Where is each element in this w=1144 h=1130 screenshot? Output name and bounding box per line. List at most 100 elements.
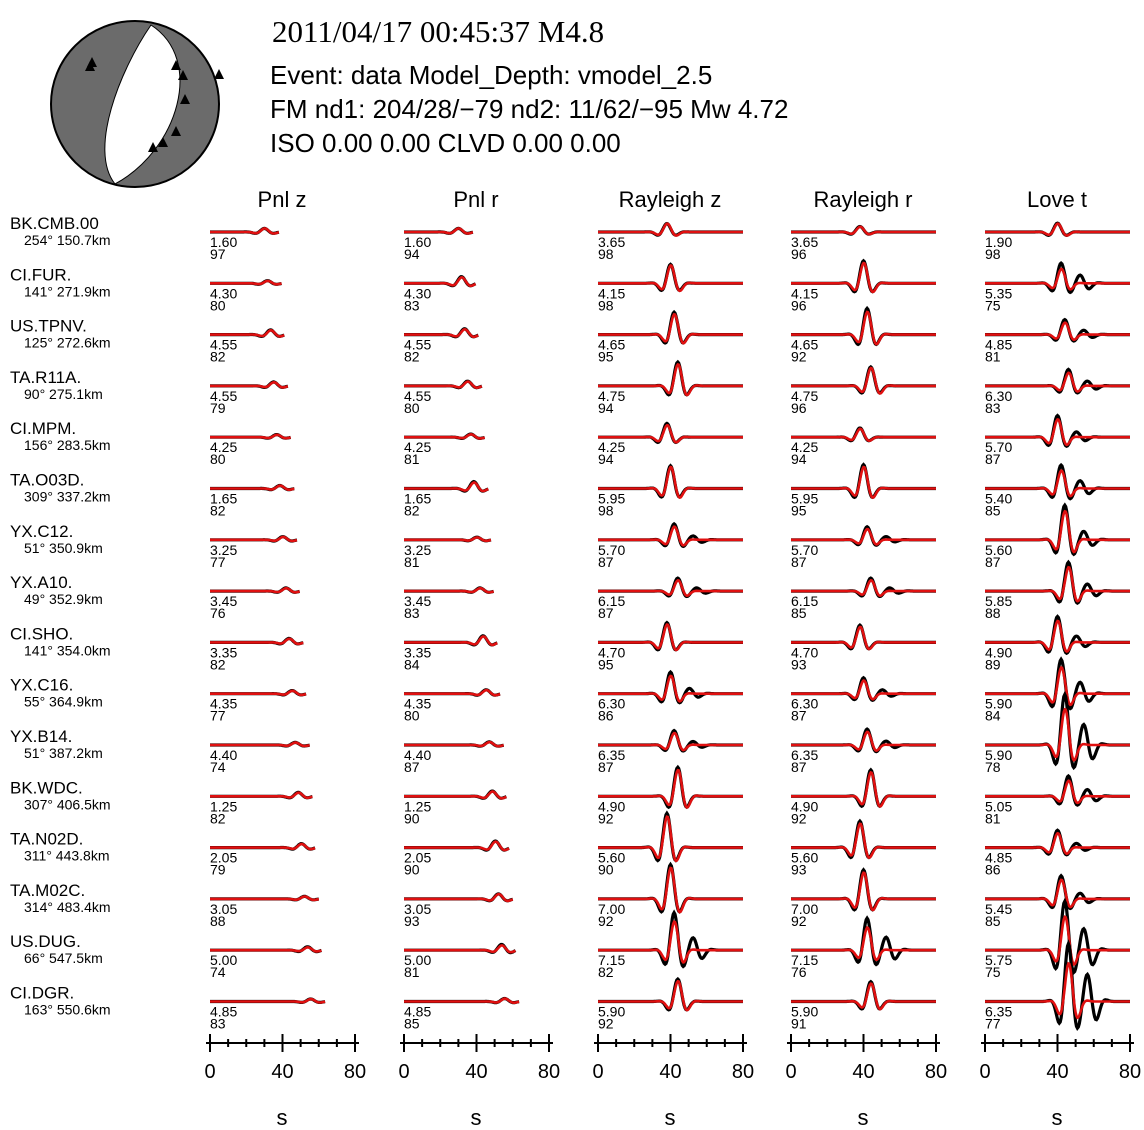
station-distance: 90° 275.1km <box>24 386 103 402</box>
cc-label: 95 <box>791 503 807 519</box>
synthetic-trace <box>985 321 1130 342</box>
component-header: Rayleigh r <box>813 187 912 212</box>
station-distance: 254° 150.7km <box>24 232 111 248</box>
synthetic-trace <box>791 679 936 701</box>
time-shift-label: 3.35 <box>210 644 237 660</box>
cc-label: 95 <box>598 349 614 365</box>
synthetic-trace <box>404 688 501 697</box>
station-name: TA.N02D. <box>10 830 83 849</box>
station-name: TA.O03D. <box>10 471 84 490</box>
synthetic-trace <box>598 866 743 914</box>
cc-label: 75 <box>985 297 1001 313</box>
station-distance: 66° 547.5km <box>24 950 103 966</box>
x-tick-label: 40 <box>465 1061 487 1083</box>
cc-label: 83 <box>404 297 420 313</box>
cc-label: 87 <box>598 554 614 570</box>
cc-label: 92 <box>791 349 807 365</box>
station-triangle <box>85 61 95 71</box>
synthetic-trace <box>404 327 479 339</box>
cc-label: 96 <box>791 246 807 262</box>
time-shift-label: 6.15 <box>791 593 818 609</box>
station-distance: 314° 483.4km <box>24 899 111 915</box>
synthetic-trace <box>791 527 936 546</box>
time-shift-label: 6.30 <box>791 696 818 712</box>
time-shift-label: 1.25 <box>210 798 237 814</box>
synthetic-trace <box>404 635 498 647</box>
station-name: BK.CMB.00 <box>10 214 99 233</box>
cc-label: 81 <box>404 451 420 467</box>
cc-label: 78 <box>985 759 1001 775</box>
cc-label: 90 <box>404 810 420 826</box>
event-line: Event: data Model_Depth: vmodel_2.5 <box>270 60 713 90</box>
station-distance: 141° 271.9km <box>24 283 111 299</box>
time-shift-label: 4.25 <box>598 439 625 455</box>
time-shift-label: 6.35 <box>791 747 818 763</box>
synthetic-trace <box>985 371 1130 393</box>
station-name: BK.WDC. <box>10 778 83 797</box>
mechanism-line: FM nd1: 204/28/−79 nd2: 11/62/−95 Mw 4.7… <box>270 94 789 124</box>
synthetic-trace <box>791 770 936 808</box>
station-distance: 307° 406.5km <box>24 796 111 812</box>
station-name: CI.MPM. <box>10 419 76 438</box>
synthetic-trace <box>985 509 1130 554</box>
synthetic-trace <box>210 328 285 338</box>
cc-label: 94 <box>598 400 614 416</box>
cc-label: 95 <box>598 656 614 672</box>
synthetic-trace <box>598 579 743 598</box>
synthetic-trace <box>598 674 743 703</box>
time-shift-label: 5.90 <box>985 696 1012 712</box>
station-name: TA.R11A. <box>10 368 81 387</box>
cc-label: 94 <box>404 246 420 262</box>
cc-label: 92 <box>791 913 807 929</box>
time-shift-label: 3.25 <box>404 542 431 558</box>
synthetic-trace <box>210 637 304 646</box>
time-shift-label: 2.05 <box>404 850 431 866</box>
synthetic-trace <box>791 366 936 395</box>
x-tick-label: 40 <box>271 1061 293 1083</box>
cc-label: 92 <box>598 810 614 826</box>
station-name: YX.A10. <box>10 573 72 592</box>
synthetic-trace <box>210 842 316 851</box>
synthetic-trace <box>791 310 936 346</box>
cc-label: 98 <box>598 503 614 519</box>
time-shift-label: 4.55 <box>404 337 431 353</box>
cc-label: 74 <box>210 964 226 980</box>
time-shift-label: 5.70 <box>598 542 625 558</box>
synthetic-trace <box>791 427 936 442</box>
synthetic-trace <box>404 481 489 493</box>
synthetic-trace <box>210 997 326 1004</box>
synthetic-trace <box>791 625 936 651</box>
x-tick-label: 80 <box>1119 1061 1141 1083</box>
time-shift-label: 2.05 <box>210 850 237 866</box>
iso-clvd-line: ISO 0.00 0.00 CLVD 0.00 0.00 <box>270 128 621 158</box>
time-shift-label: 4.90 <box>791 798 818 814</box>
time-shift-label: 4.30 <box>210 285 237 301</box>
synthetic-trace <box>985 469 1130 498</box>
synthetic-trace <box>210 433 291 440</box>
time-shift-label: 5.00 <box>210 952 237 968</box>
component-header: Pnl z <box>258 187 307 212</box>
synthetic-trace <box>985 915 1130 966</box>
cc-label: 96 <box>791 400 807 416</box>
time-shift-label: 3.35 <box>404 644 431 660</box>
station-distance: 51° 350.9km <box>24 540 103 556</box>
station-distance: 49° 352.9km <box>24 591 103 607</box>
waveform-grid: Pnl z 0 40 80 s Pnl r 0 40 80 s Rayleigh z 0 40 80 s Ra… <box>10 187 1141 1130</box>
time-shift-label: 1.65 <box>404 491 431 507</box>
cc-label: 79 <box>210 400 226 416</box>
cc-label: 89 <box>985 656 1001 672</box>
station-name: US.DUG. <box>10 932 81 951</box>
cc-label: 80 <box>210 451 226 467</box>
synthetic-trace <box>985 267 1130 291</box>
synthetic-trace <box>985 707 1130 762</box>
station-name: CI.FUR. <box>10 265 71 284</box>
time-shift-label: 5.60 <box>791 850 818 866</box>
station-distance: 309° 337.2km <box>24 489 111 505</box>
time-shift-label: 6.15 <box>598 593 625 609</box>
cc-label: 75 <box>985 964 1001 980</box>
time-shift-label: 4.85 <box>985 850 1012 866</box>
time-shift-label: 6.35 <box>985 1004 1012 1020</box>
time-shift-label: 1.60 <box>404 234 431 250</box>
synthetic-trace <box>598 623 743 652</box>
